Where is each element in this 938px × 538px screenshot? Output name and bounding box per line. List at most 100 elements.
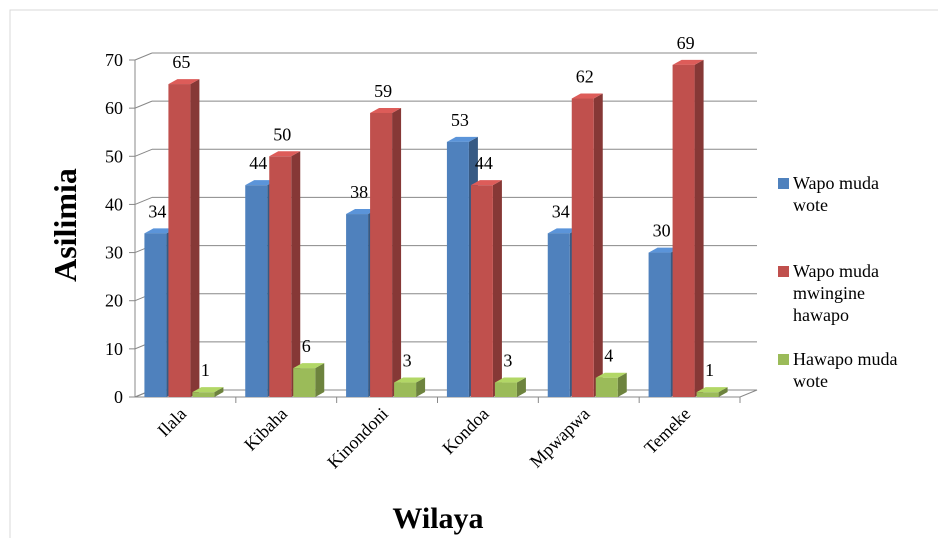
- bar-side: [190, 79, 200, 398]
- bar-top: [346, 209, 378, 215]
- y-tick-label: 0: [114, 387, 123, 407]
- bar-side: [516, 377, 526, 397]
- bar-top: [494, 377, 526, 383]
- bar-top: [370, 107, 402, 113]
- x-tick-label: Mpwapwa: [526, 404, 594, 472]
- bar: [370, 107, 402, 397]
- x-tick-label: Kibaha: [240, 404, 291, 455]
- x-tick-label: Kondoa: [438, 404, 492, 458]
- bar-side: [214, 387, 224, 397]
- bar-front: [245, 185, 268, 397]
- chart-border: [9, 9, 938, 538]
- bar-front: [648, 252, 671, 397]
- value-label: 53: [451, 110, 469, 130]
- bar-top: [269, 151, 301, 157]
- value-label: 30: [653, 221, 671, 241]
- legend-item: Wapo muda wote: [778, 172, 918, 216]
- y-tick-label: 10: [105, 339, 123, 359]
- grid-line-side: [134, 100, 153, 109]
- value-label: 3: [503, 351, 512, 371]
- bar-front: [144, 233, 167, 397]
- bar: [192, 387, 224, 397]
- bar: [394, 377, 426, 397]
- bar-top: [446, 136, 478, 142]
- bar-front: [394, 382, 417, 397]
- value-label: 34: [552, 201, 570, 221]
- grid-line-side: [134, 148, 153, 157]
- bar-front: [293, 368, 316, 397]
- bar-top: [293, 363, 325, 369]
- bar-front: [346, 214, 369, 397]
- bar-front: [547, 233, 570, 397]
- bar: [672, 59, 704, 398]
- value-label: 1: [201, 360, 210, 380]
- bar-side: [416, 377, 426, 397]
- bar-top: [547, 228, 579, 234]
- bar-front: [269, 156, 292, 397]
- value-label: 6: [302, 336, 311, 356]
- y-tick-label: 70: [105, 50, 123, 70]
- value-label: 3: [403, 351, 412, 371]
- bar-side: [315, 363, 325, 397]
- legend-label: Hawapo muda wote: [793, 349, 898, 391]
- bar: [269, 151, 301, 397]
- bar-side: [617, 372, 627, 397]
- y-tick-label: 30: [105, 243, 123, 263]
- bar-front: [168, 84, 191, 398]
- value-label: 65: [172, 52, 190, 72]
- bar-top: [470, 180, 502, 186]
- value-label: 62: [576, 67, 594, 87]
- bar-front: [494, 382, 517, 397]
- bar-side: [492, 180, 502, 397]
- y-tick-label: 40: [105, 194, 123, 214]
- y-axis-title: Asilimia: [47, 168, 83, 282]
- bar-front: [696, 392, 719, 397]
- y-tick-label: 60: [105, 98, 123, 118]
- bar-side: [291, 151, 301, 397]
- bar: [168, 79, 200, 398]
- bar-top: [144, 228, 176, 234]
- y-tick-label: 20: [105, 291, 123, 311]
- bar-top: [648, 247, 680, 253]
- value-label: 4: [604, 346, 613, 366]
- value-label: 38: [350, 182, 368, 202]
- bar: [571, 93, 603, 397]
- bar-top: [595, 372, 627, 378]
- value-label: 1: [705, 360, 714, 380]
- value-label: 50: [273, 124, 291, 144]
- x-tick-label: Kinondoni: [323, 404, 392, 473]
- x-tick-label: Temeke: [640, 404, 694, 458]
- bar: [470, 180, 502, 397]
- bar-front: [672, 64, 695, 398]
- legend-swatch: [778, 178, 789, 189]
- legend-item: Wapo muda mwingine hawapo: [778, 260, 918, 326]
- bar: [595, 372, 627, 397]
- bar-front: [370, 112, 393, 397]
- legend-label: Wapo muda mwingine hawapo: [793, 261, 880, 325]
- value-label: 69: [677, 33, 695, 53]
- bar-side: [392, 107, 402, 397]
- value-label: 34: [148, 201, 166, 221]
- legend-swatch: [778, 266, 789, 277]
- bar: [293, 363, 325, 397]
- grid-line-side: [134, 196, 153, 205]
- bar: [494, 377, 526, 397]
- bar-top: [245, 180, 277, 186]
- bar-front: [192, 392, 215, 397]
- bar-top: [192, 387, 224, 393]
- bar-front: [595, 377, 618, 397]
- legend-label: Wapo muda wote: [793, 173, 880, 215]
- bar-side: [593, 93, 603, 397]
- value-label: 44: [475, 153, 493, 173]
- bar-front: [470, 185, 493, 397]
- bar-side: [694, 59, 704, 398]
- bar-top: [168, 79, 200, 85]
- legend-item: Hawapo muda wote: [778, 348, 918, 392]
- grid-line-side: [134, 52, 153, 61]
- bar-top: [571, 93, 603, 99]
- legend-swatch: [778, 354, 789, 365]
- value-label: 59: [374, 81, 392, 101]
- bar-top: [672, 59, 704, 65]
